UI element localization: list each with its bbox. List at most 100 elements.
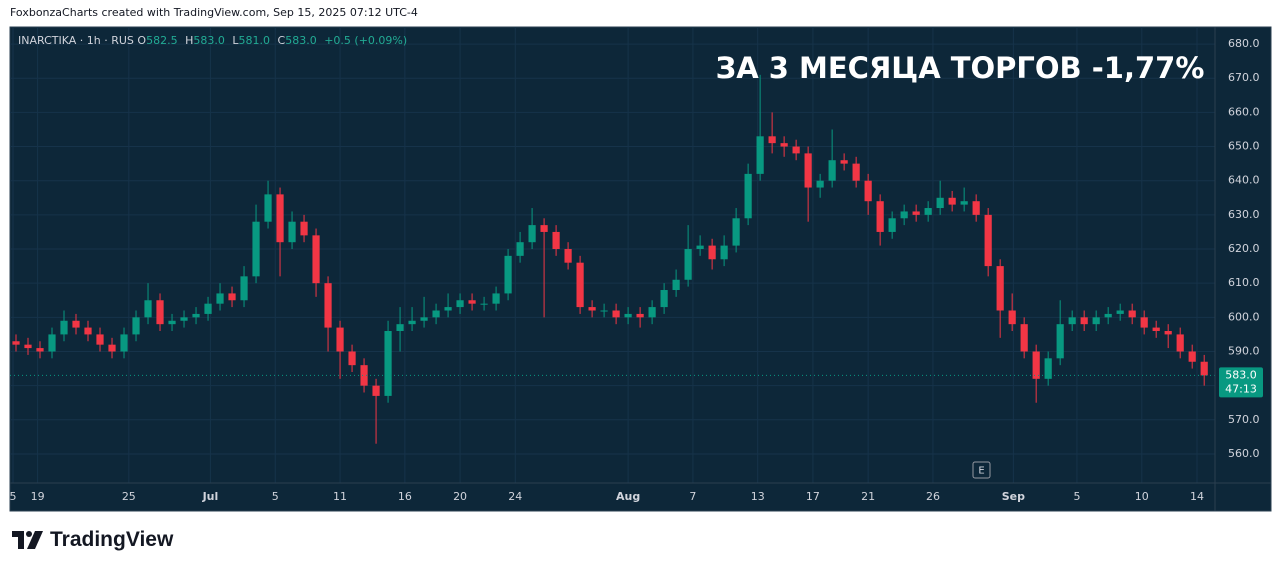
candle-body [636, 313, 644, 318]
y-tick-label: 600.0 [1228, 310, 1260, 323]
x-tick-label: 7 [689, 490, 696, 503]
candle-body [144, 300, 152, 318]
candle-body [312, 235, 320, 284]
event-marker-box [972, 461, 991, 479]
candle-body [864, 180, 872, 202]
candle-body [1116, 310, 1124, 314]
candle-body [612, 310, 620, 318]
legend-value: 583.0 [193, 34, 225, 47]
x-tick-label: 16 [398, 490, 412, 503]
symbol: INARCTIKA · 1h · RUS [18, 34, 134, 47]
legend-value: 583.0 [285, 34, 317, 47]
candle-body [420, 317, 428, 321]
candle-body [1068, 317, 1076, 325]
candle-body [204, 303, 212, 314]
candle-body [24, 344, 32, 349]
candle-body [876, 201, 884, 232]
candle-body [912, 211, 920, 215]
candle-body [588, 307, 596, 311]
candle-body [348, 351, 356, 366]
candle-body [180, 317, 188, 321]
candle-body [924, 208, 932, 215]
candle-body [240, 276, 248, 301]
event-marker: E [978, 466, 984, 477]
x-tick-label: 13 [751, 490, 765, 503]
candle-body [1092, 317, 1100, 325]
x-tick-label: 17 [806, 490, 820, 503]
candle-body [828, 160, 836, 181]
candle-body [276, 194, 284, 243]
candle-body [852, 163, 860, 181]
candle-body [288, 221, 296, 243]
y-tick-label: 670.0 [1228, 71, 1260, 84]
candle-body [372, 385, 380, 396]
x-tick-label: 20 [453, 490, 467, 503]
candle-body [1104, 313, 1112, 318]
candle-body [708, 245, 716, 260]
brand: TradingView [12, 528, 173, 552]
candle-body [360, 365, 368, 386]
x-tick-label: 5 [1073, 490, 1080, 503]
candle-body [744, 173, 752, 219]
candle-body [12, 341, 20, 345]
y-tick-label: 680.0 [1228, 37, 1260, 50]
candle-body [132, 317, 140, 335]
candle-body [624, 313, 632, 318]
candle-body [324, 283, 332, 328]
candle-body [228, 293, 236, 301]
candle-body [684, 249, 692, 280]
candle-body [840, 160, 848, 164]
candle-body [168, 320, 176, 325]
candle-body [768, 136, 776, 144]
candle-body [660, 290, 668, 308]
x-tick-label: 24 [508, 490, 522, 503]
candle-body [456, 300, 464, 308]
x-tick-label: Aug [616, 490, 640, 503]
candle-body [60, 320, 68, 335]
countdown: 47:13 [1225, 382, 1257, 395]
candle-body [300, 221, 308, 236]
candle-body [756, 136, 764, 174]
candle-body [960, 201, 968, 205]
candle-body [1152, 327, 1160, 331]
legend-key: L [232, 34, 239, 47]
candle-body [1056, 324, 1064, 359]
candle-body [444, 307, 452, 311]
x-tick-label: 19 [31, 490, 45, 503]
x-tick-label: 5 [272, 490, 279, 503]
x-tick-label: 21 [861, 490, 875, 503]
candle-body [192, 313, 200, 318]
candle-body [576, 262, 584, 308]
candle-body [1080, 317, 1088, 325]
y-tick-label: 620.0 [1228, 242, 1260, 255]
x-tick-label: Sep [1002, 490, 1025, 503]
candle-body [516, 242, 524, 256]
candle-body [936, 197, 944, 209]
caption: FoxbonzaCharts created with TradingView.… [10, 6, 418, 19]
candle-body [1008, 310, 1016, 325]
legend-value: 582.5 [146, 34, 178, 47]
candle-body [804, 153, 812, 188]
candle-body [408, 320, 416, 325]
legend: INARCTIKA · 1h · RUS O582.5 H583.0 L581.… [18, 34, 411, 47]
candle-body [720, 245, 728, 260]
candle-body [108, 344, 116, 352]
candle-body [984, 214, 992, 267]
candle-body [564, 249, 572, 263]
candle-body [96, 334, 104, 345]
candle-body [156, 300, 164, 325]
legend-key: O [137, 34, 147, 47]
candle-body [972, 201, 980, 215]
candle-body [468, 300, 476, 304]
candle-body [480, 303, 488, 305]
candle-body [792, 146, 800, 154]
y-tick-label: 640.0 [1228, 174, 1260, 187]
candle-body [528, 225, 536, 243]
candle-body [1188, 351, 1196, 362]
brand-text: TradingView [50, 528, 174, 551]
x-tick-label: 25 [122, 490, 136, 503]
candle-body [432, 310, 440, 318]
candle-body [996, 266, 1004, 311]
x-tick-label: 10 [1135, 490, 1149, 503]
